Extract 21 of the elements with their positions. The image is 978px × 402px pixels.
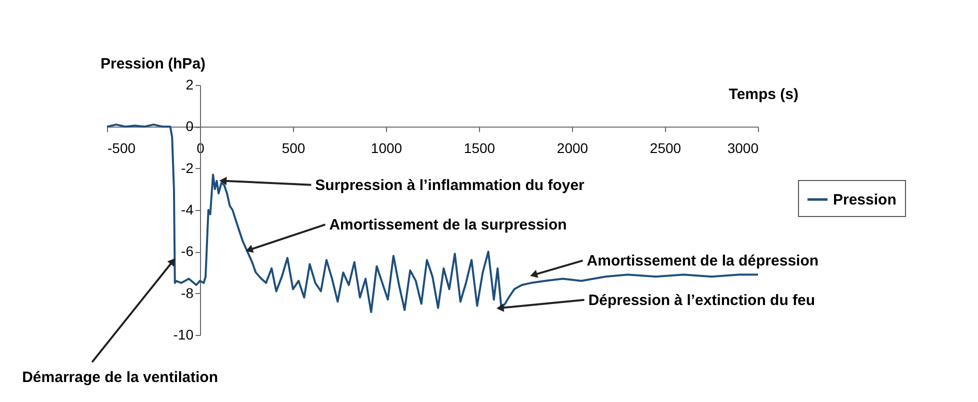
y-tick-label: -2	[181, 160, 194, 176]
x-tick-label: 3000	[727, 140, 759, 156]
y-tick-label: -8	[181, 284, 194, 301]
y-tick-label: 2	[186, 76, 194, 92]
annotation: Démarrage de la ventilation	[22, 369, 218, 386]
x-tick-label: 2000	[556, 140, 588, 156]
annotation: Dépression à l’extinction du feu	[588, 292, 816, 309]
y-axis-title: Pression (hPa)	[100, 56, 206, 72]
x-tick-label: 500	[282, 140, 306, 156]
y-tick-label: -10	[173, 326, 194, 342]
x-tick-label: -500	[108, 140, 136, 156]
annotation: Surpression à l’inflammation du foyer	[315, 176, 585, 194]
legend-label: Pression	[833, 192, 896, 208]
x-tick-label: 1000	[370, 140, 402, 156]
annotation: Amortissement de la dépression	[586, 252, 819, 270]
x-tick-label: 2500	[650, 140, 682, 156]
y-tick-label: -6	[181, 243, 194, 260]
annotation: Amortissement de la surpression	[329, 216, 567, 234]
y-tick-label: -4	[181, 202, 194, 218]
x-axis-title: Temps (s)	[728, 86, 799, 104]
x-tick-label: 1500	[464, 140, 496, 156]
